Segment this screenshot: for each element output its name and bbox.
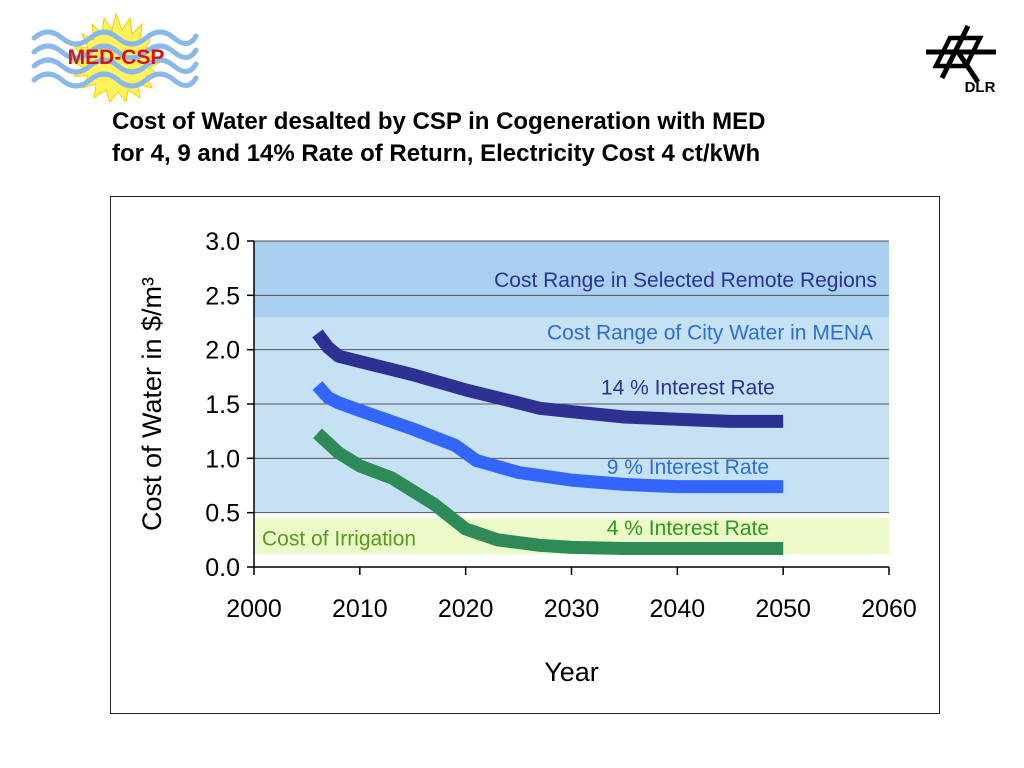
dlr-logo: DLR xyxy=(926,24,996,96)
chart-frame: Cost Range in Selected Remote Regions Cos… xyxy=(110,196,940,714)
series-14-percent-label: 14 % Interest Rate xyxy=(601,377,775,400)
med-csp-logo: MED-CSP xyxy=(31,12,199,102)
x-tick-label: 2000 xyxy=(226,595,282,623)
slide-title-line-1: Cost of Water desalted by CSP in Cogener… xyxy=(112,108,766,135)
y-axis-label: Cost of Water in $/m³ xyxy=(137,277,167,531)
slide-title-line-2: for 4, 9 and 14% Rate of Return, Electri… xyxy=(112,140,761,167)
y-tick-label: 1.0 xyxy=(205,445,240,473)
series-4-percent-line xyxy=(313,428,784,555)
series-14-percent-line xyxy=(312,329,784,428)
remote-regions-band xyxy=(254,241,889,318)
series-9-percent-label: 9 % Interest Rate xyxy=(607,456,769,479)
band-label-city: Cost Range of City Water in MENA xyxy=(547,321,873,344)
chart: Cost Range in Selected Remote Regions Cos… xyxy=(137,228,917,687)
x-axis-label: Year xyxy=(544,657,599,687)
y-tick-label: 2.0 xyxy=(205,337,240,365)
x-tick-label: 2050 xyxy=(755,595,811,623)
y-tick-label: 2.5 xyxy=(205,282,240,310)
slide-title: Cost of Water desalted by CSP in Cogener… xyxy=(112,106,912,170)
series-9-percent-line xyxy=(312,381,784,494)
x-tick-label: 2020 xyxy=(438,595,494,623)
med-csp-logo-text: MED-CSP xyxy=(68,46,165,69)
y-tick-label: 0.5 xyxy=(205,500,240,528)
x-tick-label: 2030 xyxy=(544,595,600,623)
dlr-emblem-icon xyxy=(926,24,996,84)
x-tick-label: 2040 xyxy=(650,595,706,623)
x-tick-label: 2060 xyxy=(861,595,917,623)
y-tick-label: 0.0 xyxy=(205,554,240,582)
dlr-logo-text: DLR xyxy=(965,79,996,96)
y-tick-label: 3.0 xyxy=(205,228,240,256)
series-4-percent-label: 4 % Interest Rate xyxy=(607,517,769,540)
y-tick-label: 1.5 xyxy=(205,391,240,419)
band-label-remote: Cost Range in Selected Remote Regions xyxy=(494,269,877,292)
waves-icon xyxy=(31,29,199,89)
x-tick-label: 2010 xyxy=(332,595,388,623)
band-label-irrigation: Cost of Irrigation xyxy=(262,528,416,551)
